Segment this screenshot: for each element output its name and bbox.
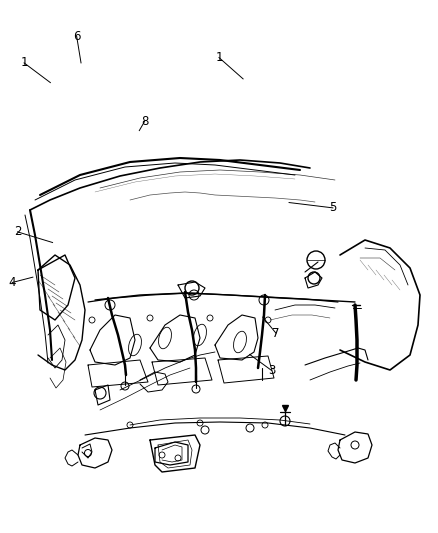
Ellipse shape: [233, 332, 247, 353]
Text: 7: 7: [272, 327, 280, 340]
Text: 5: 5: [329, 201, 336, 214]
Text: 8: 8: [141, 115, 148, 128]
Text: 4: 4: [8, 276, 16, 289]
Text: 1: 1: [20, 56, 28, 69]
Text: 1: 1: [215, 51, 223, 64]
Ellipse shape: [128, 334, 141, 356]
Ellipse shape: [159, 327, 171, 349]
Text: 2: 2: [14, 225, 21, 238]
Ellipse shape: [194, 324, 206, 346]
Text: 3: 3: [268, 364, 275, 377]
Text: 6: 6: [73, 30, 81, 43]
